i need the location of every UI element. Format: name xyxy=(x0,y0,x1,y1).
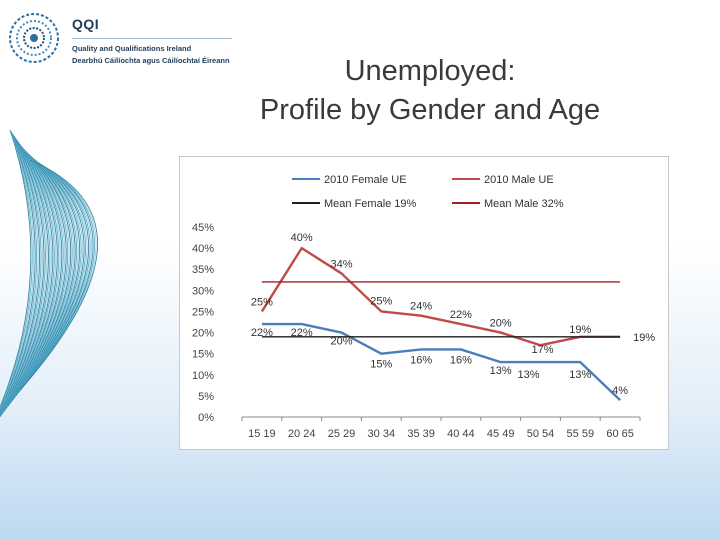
y-tick-label: 35% xyxy=(192,264,214,276)
series-line-2010-female-ue xyxy=(261,322,621,401)
logo: QQI Quality and Qualifications Ireland D… xyxy=(8,10,238,70)
male-data-label: 19% xyxy=(569,324,591,336)
male-data-label: 25% xyxy=(251,296,273,308)
logo-name: QQI xyxy=(72,16,100,32)
x-tick-label: 50 54 xyxy=(527,428,555,440)
slide-title-line-1: Unemployed: xyxy=(344,55,516,87)
x-tick-label: 40 44 xyxy=(447,428,475,440)
female-data-label: 13% xyxy=(490,365,512,377)
male-data-label: 34% xyxy=(330,258,352,270)
y-tick-label: 5% xyxy=(198,391,214,403)
male-data-label: 40% xyxy=(291,232,313,244)
x-tick-label: 20 24 xyxy=(288,428,316,440)
male-data-label: 22% xyxy=(450,309,472,321)
legend-label: Mean Female 19% xyxy=(324,198,417,210)
x-tick-label: 60 65 xyxy=(606,428,634,440)
female-data-label: 4% xyxy=(612,385,628,397)
y-tick-label: 15% xyxy=(192,349,214,361)
legend-label: Mean Male 32% xyxy=(484,198,564,210)
decorative-swirl-graphic xyxy=(0,130,99,418)
chart-canvas: 2010 Female UE 2010 Male UE Mean Female 19… xyxy=(192,174,655,440)
x-tick-label: 15 19 xyxy=(248,428,276,440)
male-data-label: 20% xyxy=(490,318,512,330)
logo-tagline-irish: Dearbhú Cáilíochta agus Cáilíochtaí Éire… xyxy=(72,56,230,65)
y-tick-label: 40% xyxy=(192,243,214,255)
male-data-label: 19% xyxy=(633,332,655,344)
female-data-label: 20% xyxy=(330,336,352,348)
legend-label: 2010 Female UE xyxy=(324,174,407,186)
female-data-label: 16% xyxy=(450,354,472,366)
female-data-label: 22% xyxy=(291,327,313,339)
female-data-label: 13% xyxy=(569,369,591,381)
y-tick-label: 45% xyxy=(192,222,214,234)
x-tick-label: 30 34 xyxy=(368,428,396,440)
male-data-label: 24% xyxy=(410,301,432,313)
slide-title: Unemployed: Profile by Gender and Age xyxy=(200,52,660,130)
x-tick-label: 25 29 xyxy=(328,428,356,440)
x-tick-label: 35 39 xyxy=(407,428,435,440)
y-tick-label: 0% xyxy=(198,412,214,424)
y-tick-label: 20% xyxy=(192,328,214,340)
legend-label: 2010 Male UE xyxy=(484,174,554,186)
male-data-label: 25% xyxy=(370,295,392,307)
logo-divider xyxy=(72,38,232,39)
qqi-logo-icon xyxy=(9,13,59,63)
x-tick-label: 55 59 xyxy=(567,428,595,440)
female-data-label: 16% xyxy=(410,354,432,366)
x-tick-label: 45 49 xyxy=(487,428,515,440)
slide-title-line-2: Profile by Gender and Age xyxy=(259,94,601,126)
female-data-label: 15% xyxy=(370,359,392,371)
line-chart: 2010 Female UE 2010 Male UE Mean Female 19… xyxy=(179,156,669,450)
female-data-label: 13% xyxy=(517,369,539,381)
logo-tagline-english: Quality and Qualifications Ireland xyxy=(72,44,192,53)
y-tick-label: 25% xyxy=(192,306,214,318)
series-line-2010-male-ue xyxy=(260,246,621,347)
y-tick-label: 10% xyxy=(192,370,214,382)
female-data-label: 22% xyxy=(251,327,273,339)
male-data-label: 17% xyxy=(531,344,553,356)
y-tick-label: 30% xyxy=(192,285,214,297)
